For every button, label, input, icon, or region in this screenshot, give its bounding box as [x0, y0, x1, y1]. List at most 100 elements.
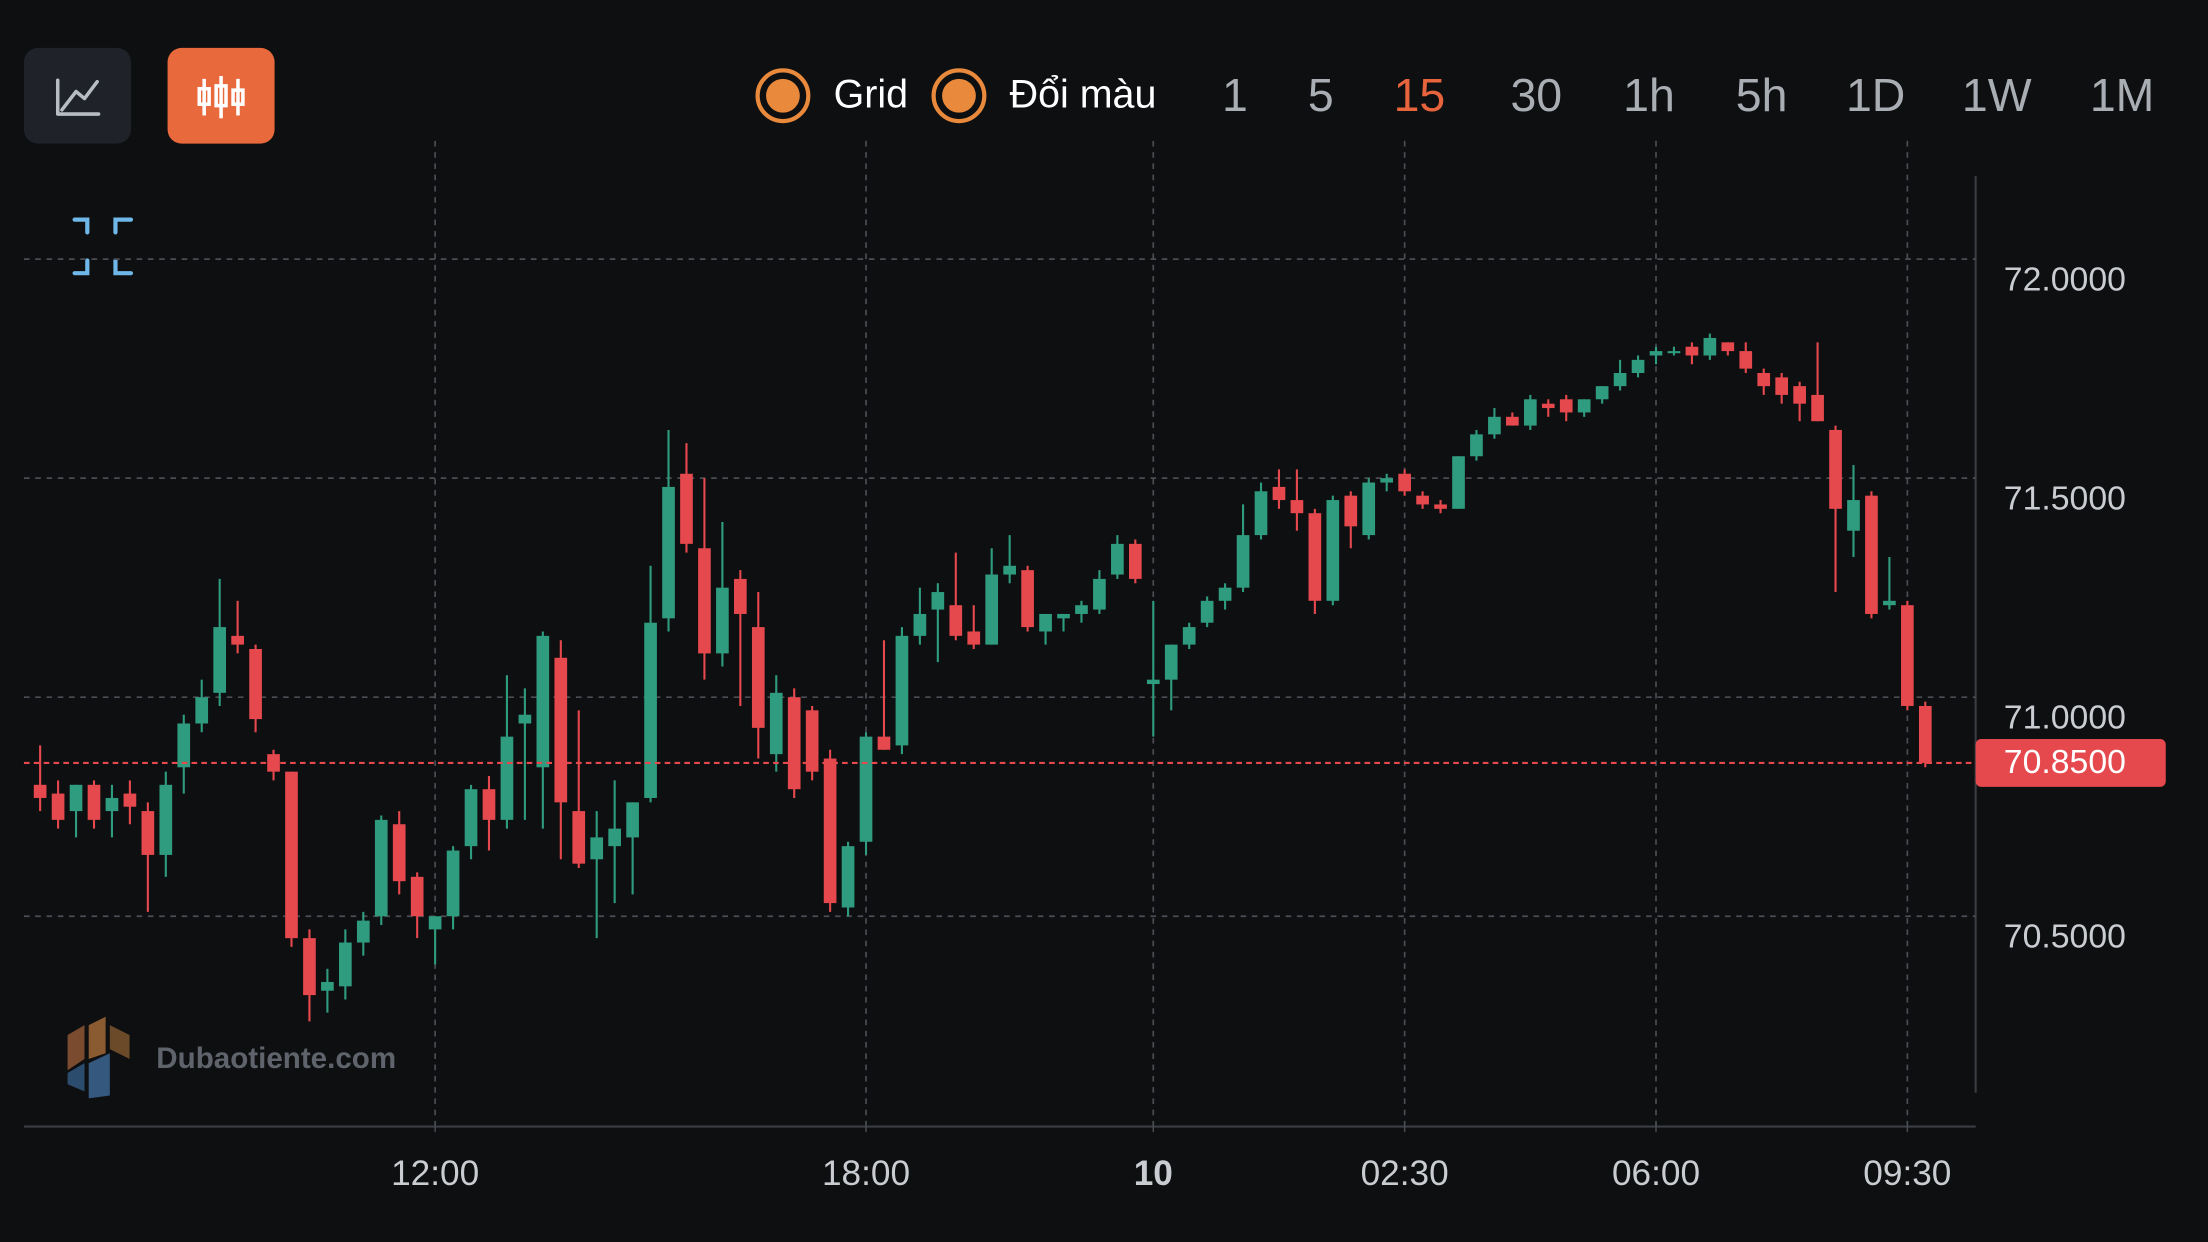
candle-body: [1128, 543, 1142, 579]
interval-button[interactable]: 5h: [1736, 69, 1788, 121]
candle-body: [841, 846, 855, 908]
candle-body: [1236, 535, 1250, 588]
x-tick-label: 10: [1134, 1154, 1173, 1193]
candle-body: [1021, 570, 1034, 628]
interval-button[interactable]: 1W: [1962, 69, 2032, 121]
candle-body: [285, 771, 298, 939]
candle-body: [141, 811, 155, 855]
y-tick-label: 71.5000: [2004, 480, 2126, 518]
candle-body: [1793, 386, 1806, 404]
line-chart-button[interactable]: [23, 47, 131, 144]
candle-body: [1488, 416, 1501, 435]
candle-body: [859, 736, 873, 842]
candle-body: [1901, 605, 1914, 706]
candle-body: [1775, 377, 1789, 395]
candle-body: [805, 710, 819, 772]
candle-body: [1039, 613, 1052, 632]
interval-button[interactable]: 5: [1308, 69, 1334, 121]
candle-body: [87, 784, 101, 820]
candle-body: [177, 723, 191, 768]
candle-body: [1829, 429, 1842, 509]
candle-body: [698, 548, 711, 654]
candle-body: [374, 819, 388, 917]
candle-body: [1559, 399, 1573, 413]
candle-body: [1613, 373, 1627, 387]
interval-button[interactable]: 1M: [2090, 69, 2155, 121]
candle-body: [303, 938, 316, 996]
candle-body: [608, 828, 621, 847]
candle-body: [1847, 500, 1860, 531]
candle-body: [734, 578, 747, 614]
x-tick-label: 06:00: [1612, 1154, 1700, 1193]
candle-body: [877, 736, 891, 750]
candle-body: [554, 657, 568, 803]
candle-chart-icon: [197, 76, 245, 119]
candle-body: [1290, 500, 1304, 514]
interval-button[interactable]: 1: [1222, 69, 1248, 121]
candle-body: [356, 920, 370, 943]
toggle-radio[interactable]: [755, 68, 811, 124]
candle-body: [1523, 399, 1537, 426]
toggle-label[interactable]: Đổi màu: [1010, 73, 1157, 117]
candle-body: [1703, 337, 1717, 356]
x-tick-label: 09:30: [1863, 1154, 1951, 1193]
candle-body: [1865, 495, 1878, 614]
candle-body: [482, 789, 496, 820]
candle-body: [195, 697, 209, 724]
candle-body: [913, 613, 927, 636]
candle-body: [1416, 495, 1429, 505]
interval-button[interactable]: 1h: [1623, 69, 1675, 121]
toggle-radio-dot: [766, 78, 800, 113]
candle-body: [823, 758, 837, 904]
candle-body: [123, 793, 137, 807]
candle-body: [231, 635, 244, 645]
candle-body: [626, 802, 639, 838]
candle-body: [1218, 587, 1232, 601]
candle-body: [769, 692, 783, 755]
interval-button[interactable]: 15: [1394, 69, 1446, 121]
plot-area: 70.5000 71.0000 71.5000 72.0000 12:00 18:00 10…: [23, 140, 2166, 1193]
candle-body: [213, 627, 227, 693]
candle-body: [1434, 504, 1447, 509]
candle-body: [1541, 403, 1555, 409]
candle-body: [410, 876, 424, 917]
toggle-radio[interactable]: [931, 68, 987, 124]
candle-body: [446, 850, 460, 917]
toggle-label[interactable]: Grid: [834, 73, 908, 117]
candle-body: [1667, 351, 1681, 354]
candle-body: [967, 631, 981, 645]
candle-body: [1146, 679, 1160, 685]
candle-body: [500, 736, 514, 820]
current-price-label: 70.8500: [2004, 743, 2126, 781]
candle-body: [590, 837, 604, 860]
collapse-button[interactable]: [72, 217, 134, 276]
candle-body: [1093, 578, 1106, 610]
candle-body: [33, 784, 47, 798]
y-tick-label: 71.0000: [2004, 699, 2126, 737]
candle-body: [1595, 386, 1609, 400]
candle-body: [1721, 342, 1735, 352]
candle-body: [1883, 600, 1896, 606]
watermark-text: Dubaotiente.com: [156, 1042, 396, 1075]
watermark-logo: [67, 1016, 130, 1099]
x-tick-label: 18:00: [822, 1154, 910, 1193]
candle-body: [1182, 627, 1196, 645]
candle-body: [1918, 705, 1932, 763]
interval-button[interactable]: 1D: [1846, 69, 1905, 121]
candle-body: [105, 797, 119, 812]
x-tick-label: 12:00: [391, 1154, 479, 1193]
interval-button[interactable]: 30: [1510, 69, 1562, 121]
candle-body: [1470, 434, 1483, 457]
candle-body: [339, 942, 352, 987]
candle-body: [1631, 359, 1645, 374]
candle-body: [518, 714, 532, 724]
toolbar: Grid Đổi màu 1 5 15 30 1h 5h 1D 1W 1M: [755, 68, 2155, 124]
candle-body: [680, 473, 693, 544]
candle-body: [1254, 491, 1268, 536]
current-price-badge: [1975, 738, 2166, 787]
candle-body: [1577, 399, 1591, 413]
toggle-radio-dot: [942, 78, 976, 113]
candle-body: [751, 627, 765, 728]
